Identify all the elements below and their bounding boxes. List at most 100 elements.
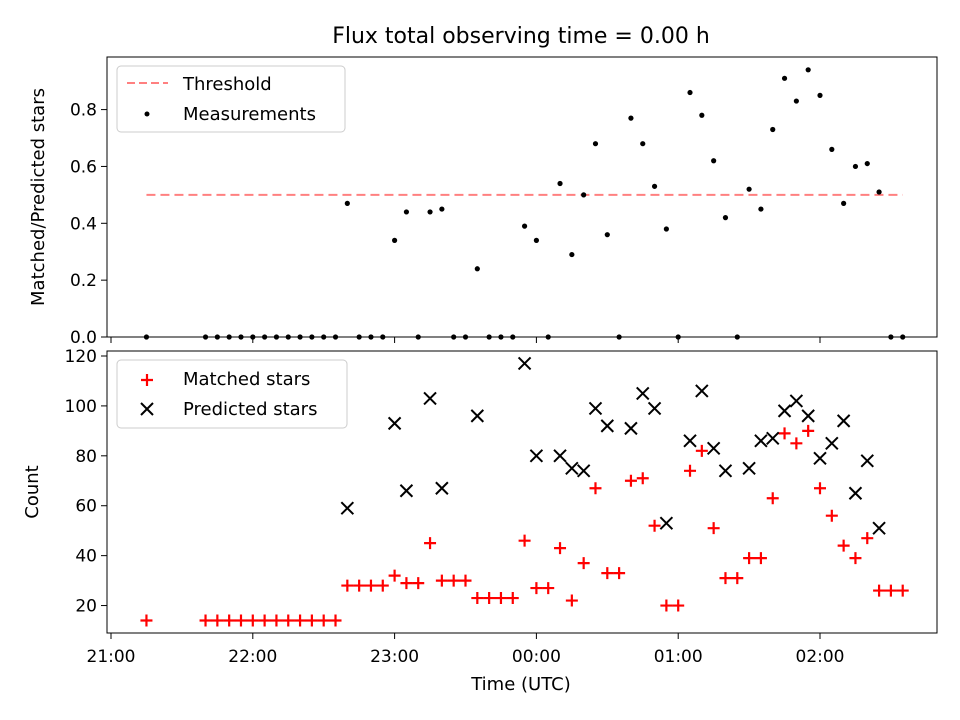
predicted-star-point bbox=[659, 516, 674, 530]
legend-predicted-swatch bbox=[140, 402, 154, 416]
count-x-ticks: 21:00 22:00 23:00 00:00 01:00 02:00 bbox=[87, 633, 845, 667]
matched-star-point bbox=[199, 614, 212, 627]
matched-star-point bbox=[660, 599, 673, 612]
measurement-point bbox=[403, 209, 410, 215]
measurement-point bbox=[805, 67, 811, 73]
ratio-x-ticks bbox=[110, 337, 821, 343]
matched-star-point bbox=[849, 552, 862, 565]
matched-star-point bbox=[223, 614, 236, 627]
count-legend: Matched stars Predicted stars bbox=[116, 359, 348, 429]
count-ytick-label: 120 bbox=[65, 347, 97, 367]
predicted-star-point bbox=[695, 384, 709, 398]
predicted-star-point bbox=[777, 404, 792, 418]
matched-star-point bbox=[790, 437, 803, 450]
matched-star-point bbox=[731, 572, 744, 585]
matched-star-point bbox=[766, 492, 779, 505]
matched-star-point bbox=[825, 509, 838, 522]
ratio-y-axis-label: Matched/Predicted stars bbox=[28, 88, 49, 306]
matched-star-point bbox=[672, 599, 685, 612]
count-y-ticks: 20 40 60 80 100 120 bbox=[65, 347, 107, 617]
measurement-point bbox=[711, 158, 717, 164]
predicted-star-point bbox=[872, 521, 886, 535]
matched-star-point bbox=[506, 592, 519, 605]
count-ytick-label: 60 bbox=[75, 497, 97, 517]
matched-star-point bbox=[577, 557, 590, 570]
matched-star-point bbox=[258, 614, 271, 627]
measurement-point bbox=[439, 206, 445, 212]
legend-predicted-label: Predicted stars bbox=[183, 399, 317, 420]
predicted-star-point bbox=[825, 436, 839, 451]
measurement-point bbox=[864, 160, 870, 167]
legend-measurements-swatch bbox=[144, 111, 150, 117]
measurement-point bbox=[793, 98, 799, 104]
matched-star-point bbox=[719, 572, 732, 585]
measurement-point bbox=[427, 209, 433, 215]
matched-star-point bbox=[140, 614, 153, 627]
matched-star-point bbox=[684, 464, 697, 477]
matched-star-point bbox=[435, 574, 448, 587]
matched-star-point bbox=[483, 592, 496, 605]
matched-star-point bbox=[400, 577, 413, 590]
ratio-ytick-label: 0.0 bbox=[70, 328, 97, 348]
ratio-legend-box bbox=[116, 65, 346, 133]
count-ytick-label: 20 bbox=[75, 597, 97, 617]
predicted-star-point bbox=[470, 409, 485, 423]
count-xtick-label: 23:00 bbox=[370, 647, 419, 667]
predicted-star-point bbox=[848, 486, 863, 500]
matched-star-point bbox=[613, 567, 626, 580]
predicted-star-point bbox=[801, 409, 815, 423]
matched-star-point bbox=[282, 614, 295, 627]
count-ytick-label: 40 bbox=[75, 547, 97, 567]
predicted-star-point bbox=[565, 461, 579, 475]
matched-star-point bbox=[376, 579, 389, 592]
matched-star-point bbox=[778, 427, 791, 440]
predicted-star-point bbox=[435, 481, 449, 495]
predicted-star-point bbox=[742, 461, 756, 475]
matched-star-point bbox=[364, 579, 377, 592]
count-xtick-label: 01:00 bbox=[654, 647, 703, 667]
measurement-point bbox=[829, 146, 835, 152]
chart-title: Flux total observing time = 0.00 h bbox=[332, 24, 710, 49]
predicted-star-point bbox=[718, 464, 733, 478]
count-xtick-label: 02:00 bbox=[796, 647, 845, 667]
predicted-star-point bbox=[754, 434, 768, 448]
matched-star-point bbox=[494, 592, 507, 605]
count-series bbox=[140, 356, 909, 627]
measurement-point bbox=[852, 163, 859, 170]
measurement-point bbox=[722, 215, 729, 221]
matched-star-point bbox=[554, 542, 567, 555]
matched-star-point bbox=[471, 592, 484, 605]
measurement-point bbox=[592, 141, 599, 147]
legend-matched-swatch bbox=[141, 374, 153, 386]
predicted-star-point bbox=[636, 386, 650, 401]
predicted-star-point bbox=[553, 449, 567, 463]
count-xtick-label: 22:00 bbox=[228, 647, 277, 667]
predicted-star-point bbox=[647, 401, 662, 416]
predicted-star-point bbox=[529, 449, 544, 463]
predicted-star-point bbox=[387, 416, 402, 431]
matched-star-point bbox=[624, 474, 637, 487]
ratio-ytick-label: 0.8 bbox=[70, 101, 97, 121]
count-xtick-label: 00:00 bbox=[512, 647, 561, 667]
predicted-star-point bbox=[683, 434, 697, 448]
matched-star-point bbox=[754, 552, 767, 565]
matched-star-point bbox=[211, 614, 224, 627]
measurement-point bbox=[746, 186, 752, 192]
ratio-panel: 0.00.20.40.60.8 Matched/Predicted stars … bbox=[28, 56, 938, 348]
matched-star-point bbox=[341, 579, 354, 592]
predicted-star-point bbox=[766, 431, 780, 446]
measurement-point bbox=[569, 251, 575, 258]
predicted-star-point bbox=[517, 356, 532, 371]
matched-star-point bbox=[305, 614, 318, 627]
measurement-point bbox=[699, 112, 705, 118]
matched-star-point bbox=[636, 472, 649, 485]
predicted-star-point bbox=[576, 464, 591, 478]
measurement-point bbox=[841, 200, 847, 206]
matched-star-point bbox=[542, 582, 555, 595]
matched-star-point bbox=[884, 584, 897, 597]
matched-star-point bbox=[459, 574, 472, 587]
count-legend-box bbox=[116, 359, 348, 429]
count-panel: 20 40 60 80 100 120 21:00 22:00 23:00 00:00 01:00… bbox=[22, 347, 938, 695]
predicted-star-point bbox=[789, 394, 804, 408]
